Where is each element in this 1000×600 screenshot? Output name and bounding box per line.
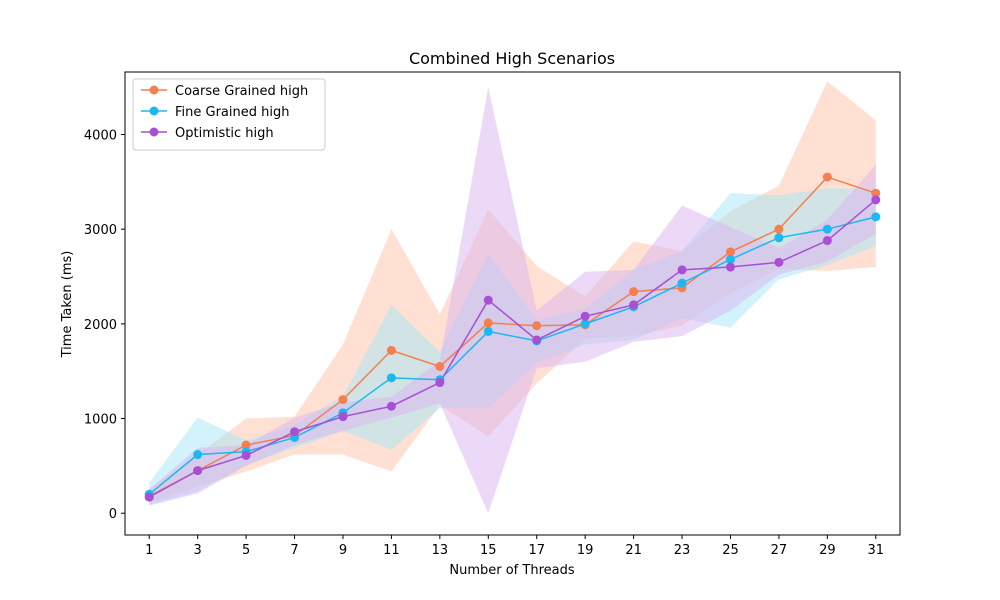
chart-title: Combined High Scenarios bbox=[409, 49, 615, 68]
point-series-2-6 bbox=[435, 378, 445, 388]
point-series-2-9 bbox=[580, 311, 590, 321]
legend-marker-1 bbox=[149, 106, 159, 116]
legend-label-2: Optimistic high bbox=[175, 126, 274, 141]
point-series-2-15 bbox=[871, 195, 881, 205]
band-series-2 bbox=[149, 87, 876, 514]
point-series-0-12 bbox=[725, 247, 735, 257]
x-tick-label-15: 31 bbox=[868, 543, 885, 558]
point-series-1-15 bbox=[871, 212, 881, 222]
x-tick-label-12: 25 bbox=[722, 543, 739, 558]
legend-box bbox=[132, 78, 326, 151]
point-series-1-12 bbox=[725, 254, 735, 264]
x-tick-label-3: 7 bbox=[290, 543, 298, 558]
x-tick-label-4: 9 bbox=[339, 543, 347, 558]
y-axis-label: Time Taken (ms) bbox=[60, 251, 75, 359]
x-tick-label-5: 11 bbox=[383, 543, 400, 558]
x-tick-label-14: 29 bbox=[819, 543, 836, 558]
series-points bbox=[144, 172, 881, 502]
confidence-bands bbox=[149, 81, 876, 514]
y-tick-label-0: 0 bbox=[109, 507, 117, 522]
point-series-2-4 bbox=[338, 412, 348, 422]
x-tick-label-6: 13 bbox=[432, 543, 449, 558]
x-tick-label-11: 23 bbox=[674, 543, 691, 558]
point-series-1-13 bbox=[774, 233, 784, 243]
x-tick-label-8: 17 bbox=[528, 543, 545, 558]
point-series-0-13 bbox=[774, 224, 784, 234]
point-series-0-14 bbox=[822, 172, 832, 182]
y-tick-label-2: 2000 bbox=[84, 318, 117, 333]
point-series-2-5 bbox=[386, 401, 396, 411]
x-tick-label-2: 5 bbox=[242, 543, 250, 558]
y-tick-label-3: 3000 bbox=[84, 223, 117, 238]
point-series-0-7 bbox=[483, 318, 493, 328]
x-tick-label-7: 15 bbox=[480, 543, 497, 558]
point-series-2-7 bbox=[483, 295, 493, 305]
line-series-0 bbox=[148, 176, 877, 497]
legend-label-1: Fine Grained high bbox=[175, 105, 289, 120]
point-series-1-7 bbox=[483, 326, 493, 336]
point-series-2-2 bbox=[241, 450, 251, 460]
point-series-1-5 bbox=[386, 373, 396, 383]
point-series-0-15 bbox=[871, 188, 881, 198]
point-series-0-8 bbox=[532, 321, 542, 331]
point-series-2-13 bbox=[774, 257, 784, 267]
x-axis-label: Number of Threads bbox=[449, 563, 574, 578]
point-series-2-10 bbox=[629, 300, 639, 310]
y-tick-label-1: 1000 bbox=[84, 413, 117, 428]
legend: Coarse Grained high Fine Grained high Opti… bbox=[132, 78, 326, 151]
x-tick-label-13: 27 bbox=[771, 543, 788, 558]
point-series-2-14 bbox=[822, 236, 832, 246]
y-axis-ticks: 0 1000 2000 3000 4000 bbox=[84, 128, 125, 522]
point-series-2-3 bbox=[290, 427, 300, 437]
point-series-0-6 bbox=[435, 361, 445, 371]
legend-marker-0 bbox=[149, 85, 159, 95]
legend-label-0: Coarse Grained high bbox=[175, 84, 308, 99]
point-series-0-2 bbox=[241, 440, 251, 450]
point-series-2-8 bbox=[532, 335, 542, 345]
x-tick-label-1: 3 bbox=[194, 543, 202, 558]
y-tick-label-4: 4000 bbox=[84, 128, 117, 143]
point-series-2-12 bbox=[725, 262, 735, 272]
point-series-0-4 bbox=[338, 395, 348, 405]
point-series-1-9 bbox=[580, 319, 590, 329]
point-series-2-0 bbox=[144, 492, 154, 502]
point-series-1-1 bbox=[193, 450, 203, 460]
point-series-0-10 bbox=[629, 287, 639, 297]
legend-marker-2 bbox=[149, 127, 159, 137]
point-series-2-11 bbox=[677, 265, 687, 275]
series-lines bbox=[148, 176, 877, 498]
point-series-2-1 bbox=[193, 466, 203, 476]
line-series-2 bbox=[148, 199, 877, 498]
point-series-1-14 bbox=[822, 224, 832, 234]
line-series-1 bbox=[148, 216, 876, 495]
x-tick-label-0: 1 bbox=[145, 543, 153, 558]
point-series-0-5 bbox=[386, 345, 396, 355]
plot-frame bbox=[124, 71, 901, 536]
x-tick-label-10: 21 bbox=[625, 543, 642, 558]
x-axis-ticks: 1 3 5 7 9 11 13 15 17 19 21 23 25 27 29 31 bbox=[145, 535, 884, 558]
point-series-1-11 bbox=[677, 278, 687, 288]
x-tick-label-9: 19 bbox=[577, 543, 594, 558]
